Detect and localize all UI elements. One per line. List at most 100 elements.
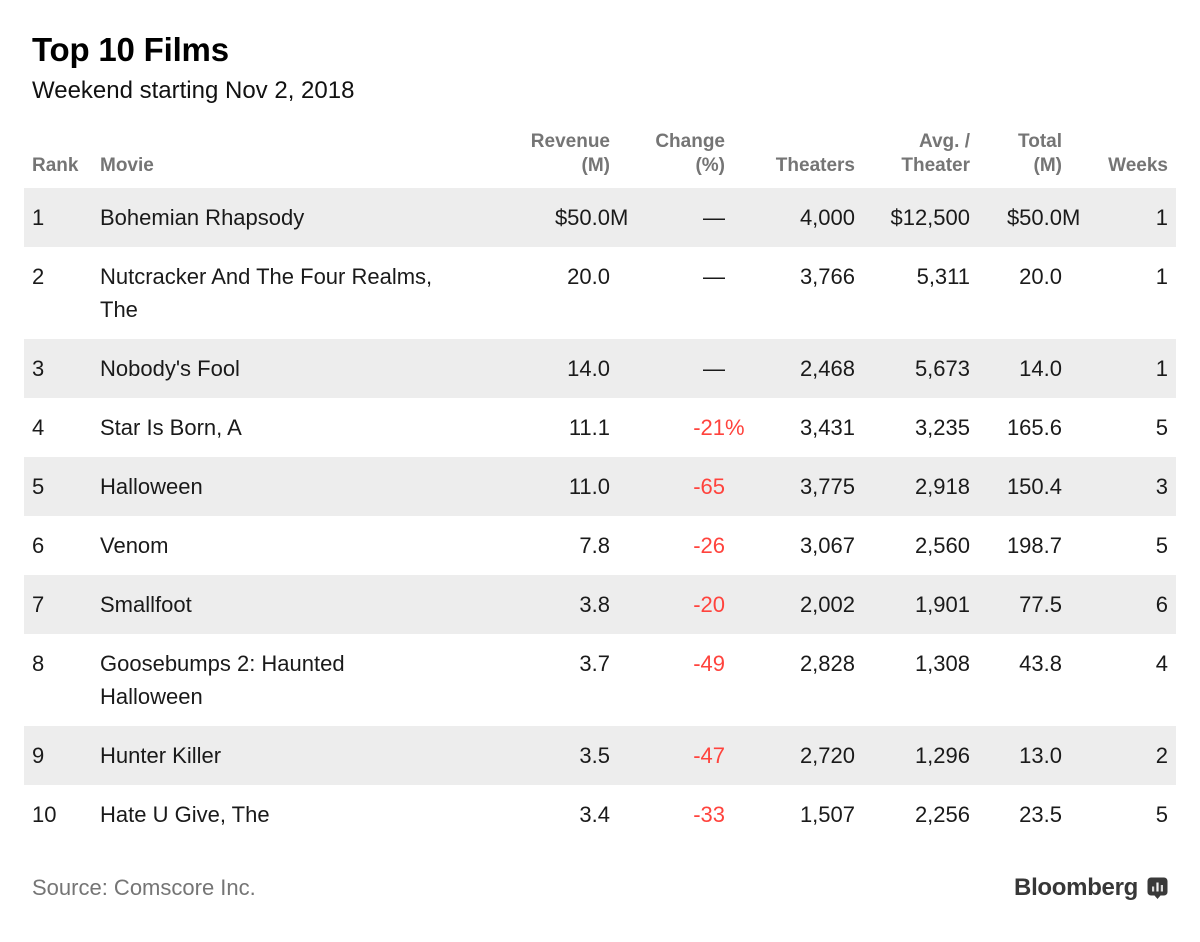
total-cell: 13.0 bbox=[1019, 743, 1062, 768]
bloomberg-wordmark: Bloomberg bbox=[1014, 874, 1138, 901]
page-subtitle: Weekend starting Nov 2, 2018 bbox=[32, 77, 355, 104]
revenue-cell: 3.5 bbox=[579, 743, 610, 768]
rank-cell: 10 bbox=[32, 802, 57, 827]
bloomberg-logo: Bloomberg bbox=[1014, 874, 1168, 902]
movie-title: Hate U Give, The bbox=[100, 802, 270, 827]
movie-title: Venom bbox=[100, 533, 169, 558]
avg-theater-cell: 1,308 bbox=[914, 651, 970, 676]
theaters-cell: 3,067 bbox=[799, 533, 855, 558]
rank-cell: 3 bbox=[32, 356, 45, 381]
source-credit: Source: Comscore Inc. bbox=[32, 875, 256, 900]
change-cell: — bbox=[703, 356, 725, 381]
rank-cell: 6 bbox=[32, 533, 45, 558]
movie-title: Goosebumps 2: Haunted Halloween bbox=[100, 651, 345, 709]
movie-cell: Venom bbox=[100, 529, 468, 562]
col-header-avg-theater-line2: Theater bbox=[901, 155, 970, 176]
rank-cell: 1 bbox=[32, 205, 45, 230]
revenue-cell: 11.0 bbox=[568, 474, 610, 499]
revenue-cell: 11.1 bbox=[568, 415, 610, 440]
weeks-cell: 6 bbox=[1155, 592, 1168, 617]
avg-theater-cell: 5,673 bbox=[914, 356, 970, 381]
col-header-total: Total (M) bbox=[970, 130, 1062, 178]
col-header-change: Change (%) bbox=[610, 130, 725, 178]
movie-cell: Hate U Give, The bbox=[100, 798, 468, 831]
col-header-change-line2: (%) bbox=[695, 155, 725, 176]
table-row: 9 Hunter Killer 3.5 -47 2,720 1,296 13.0… bbox=[24, 726, 1176, 785]
movie-cell: Nutcracker And The Four Realms, The bbox=[100, 260, 468, 326]
movie-cell: Nobody's Fool bbox=[100, 352, 468, 385]
theaters-cell: 3,431 bbox=[799, 415, 855, 440]
col-header-theaters: Theaters bbox=[775, 155, 855, 176]
total-cell: 23.5 bbox=[1019, 802, 1062, 827]
avg-theater-cell: 2,918 bbox=[914, 474, 970, 499]
total-cell: 198.7 bbox=[1006, 533, 1062, 558]
bloomberg-chart-icon bbox=[1147, 877, 1168, 899]
total-cell: 150.4 bbox=[1006, 474, 1062, 499]
page-title: Top 10 Films bbox=[32, 31, 229, 68]
movie-title: Star Is Born, A bbox=[100, 415, 242, 440]
theaters-cell: 2,720 bbox=[799, 743, 855, 768]
footer: Source: Comscore Inc. Bloomberg bbox=[32, 874, 1168, 902]
movie-cell: Halloween bbox=[100, 470, 468, 503]
table-body: 1 Bohemian Rhapsody $50.0 M — 4,000 $12,5… bbox=[24, 188, 1176, 844]
change-cell: — bbox=[703, 205, 725, 230]
revenue-cell: 20.0 bbox=[567, 264, 610, 289]
change-cell: -20 bbox=[693, 592, 725, 617]
movie-title: Nobody's Fool bbox=[100, 356, 240, 381]
table-row: 8 Goosebumps 2: Haunted Halloween 3.7 -4… bbox=[24, 634, 1176, 726]
movie-title: Smallfoot bbox=[100, 592, 192, 617]
table-row: 4 Star Is Born, A 11.1 -21% 3,431 3,235 … bbox=[24, 398, 1176, 457]
weeks-cell: 4 bbox=[1155, 651, 1168, 676]
theaters-cell: 2,002 bbox=[799, 592, 855, 617]
movie-title: Halloween bbox=[100, 474, 203, 499]
revenue-cell: 7.8 bbox=[579, 533, 610, 558]
movie-title: Nutcracker And The Four Realms, The bbox=[100, 264, 433, 322]
weeks-cell: 1 bbox=[1155, 205, 1168, 230]
avg-theater-cell: 2,560 bbox=[914, 533, 970, 558]
table-row: 2 Nutcracker And The Four Realms, The 20… bbox=[24, 247, 1176, 339]
revenue-cell: $50.0 M bbox=[554, 205, 629, 230]
col-header-weeks: Weeks bbox=[1108, 155, 1168, 176]
rank-cell: 4 bbox=[32, 415, 45, 440]
col-header-movie: Movie bbox=[100, 155, 154, 176]
theaters-cell: 4,000 bbox=[799, 205, 855, 230]
theaters-cell: 3,775 bbox=[799, 474, 855, 499]
weeks-cell: 1 bbox=[1155, 356, 1168, 381]
weeks-cell: 3 bbox=[1155, 474, 1168, 499]
weeks-cell: 1 bbox=[1155, 264, 1168, 289]
table-header: Rank Movie Revenue (M) Change (%) Theate… bbox=[24, 130, 1176, 188]
table-row: 3 Nobody's Fool 14.0 — 2,468 5,673 14.0 … bbox=[24, 339, 1176, 398]
revenue-cell: 14.0 bbox=[567, 356, 610, 381]
change-cell: -49 bbox=[693, 651, 725, 676]
col-header-rank: Rank bbox=[32, 155, 79, 176]
total-cell: 20.0 bbox=[1019, 264, 1062, 289]
movie-cell: Bohemian Rhapsody bbox=[100, 201, 468, 234]
weeks-cell: 5 bbox=[1155, 533, 1168, 558]
rank-cell: 7 bbox=[32, 592, 45, 617]
total-cell: $50.0 M bbox=[1006, 205, 1081, 230]
col-header-revenue-line2: (M) bbox=[581, 155, 610, 176]
movie-cell: Star Is Born, A bbox=[100, 411, 468, 444]
avg-theater-cell: 1,901 bbox=[914, 592, 970, 617]
total-cell: 43.8 bbox=[1019, 651, 1062, 676]
table-row: 6 Venom 7.8 -26 3,067 2,560 198.7 5 bbox=[24, 516, 1176, 575]
avg-theater-cell: 3,235 bbox=[914, 415, 970, 440]
avg-theater-cell: $12,500 bbox=[890, 205, 970, 230]
col-header-change-line1: Change bbox=[655, 131, 725, 152]
avg-theater-cell: 5,311 bbox=[916, 264, 970, 289]
movie-title: Bohemian Rhapsody bbox=[100, 205, 305, 230]
movie-cell: Goosebumps 2: Haunted Halloween bbox=[100, 647, 468, 713]
weeks-cell: 5 bbox=[1155, 415, 1168, 440]
revenue-cell: 3.4 bbox=[579, 802, 610, 827]
col-header-revenue: Revenue (M) bbox=[468, 130, 610, 178]
change-cell: -26 bbox=[693, 533, 725, 558]
table-row: 7 Smallfoot 3.8 -20 2,002 1,901 77.5 6 bbox=[24, 575, 1176, 634]
col-header-avg-theater: Avg. / Theater bbox=[855, 130, 970, 178]
rank-cell: 2 bbox=[32, 264, 45, 289]
avg-theater-cell: 1,296 bbox=[914, 743, 970, 768]
col-header-avg-theater-line1: Avg. / bbox=[918, 131, 970, 152]
total-cell: 165.6 bbox=[1006, 415, 1062, 440]
change-cell: -47 bbox=[693, 743, 725, 768]
theaters-cell: 2,828 bbox=[799, 651, 855, 676]
